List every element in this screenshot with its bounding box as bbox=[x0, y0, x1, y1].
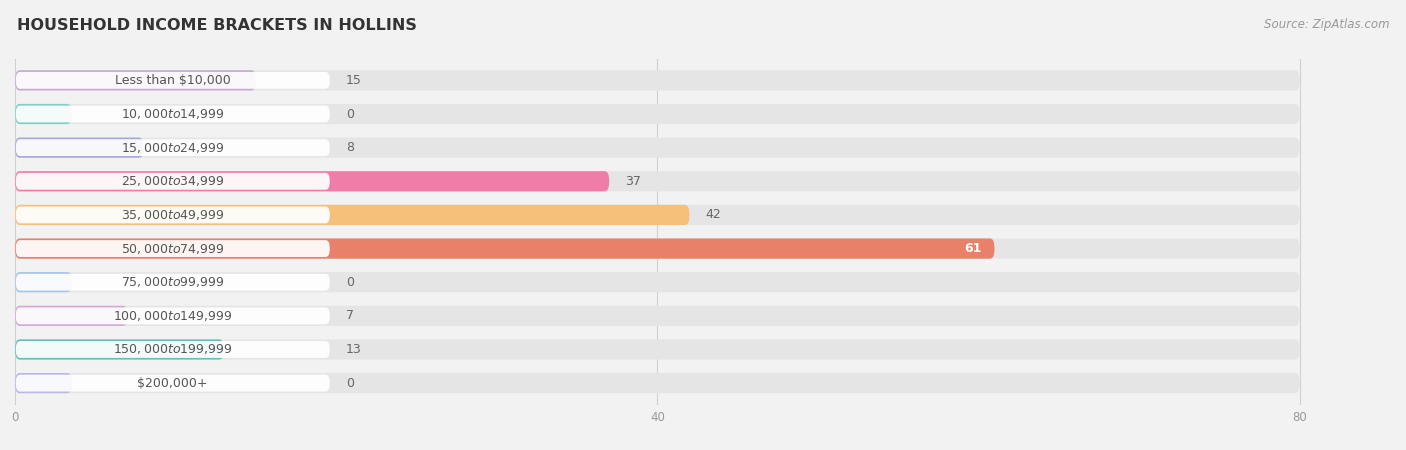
Text: Less than $10,000: Less than $10,000 bbox=[114, 74, 231, 87]
FancyBboxPatch shape bbox=[15, 341, 330, 358]
FancyBboxPatch shape bbox=[15, 139, 330, 156]
Text: 61: 61 bbox=[965, 242, 981, 255]
FancyBboxPatch shape bbox=[15, 274, 330, 291]
FancyBboxPatch shape bbox=[15, 307, 330, 324]
FancyBboxPatch shape bbox=[15, 272, 72, 292]
Text: 42: 42 bbox=[706, 208, 721, 221]
FancyBboxPatch shape bbox=[15, 375, 330, 392]
Text: $15,000 to $24,999: $15,000 to $24,999 bbox=[121, 141, 224, 155]
Text: $25,000 to $34,999: $25,000 to $34,999 bbox=[121, 174, 224, 188]
FancyBboxPatch shape bbox=[15, 339, 224, 360]
Text: $100,000 to $149,999: $100,000 to $149,999 bbox=[112, 309, 232, 323]
Text: $200,000+: $200,000+ bbox=[138, 377, 208, 390]
FancyBboxPatch shape bbox=[15, 104, 1299, 124]
FancyBboxPatch shape bbox=[15, 373, 72, 393]
FancyBboxPatch shape bbox=[15, 106, 330, 122]
Text: 0: 0 bbox=[346, 377, 354, 390]
FancyBboxPatch shape bbox=[15, 207, 330, 223]
Text: 15: 15 bbox=[346, 74, 361, 87]
FancyBboxPatch shape bbox=[15, 138, 1299, 158]
Text: 0: 0 bbox=[346, 108, 354, 121]
FancyBboxPatch shape bbox=[15, 171, 1299, 191]
FancyBboxPatch shape bbox=[15, 171, 609, 191]
FancyBboxPatch shape bbox=[15, 306, 1299, 326]
FancyBboxPatch shape bbox=[15, 70, 256, 90]
Text: 7: 7 bbox=[346, 309, 354, 322]
FancyBboxPatch shape bbox=[15, 205, 1299, 225]
FancyBboxPatch shape bbox=[15, 238, 994, 259]
FancyBboxPatch shape bbox=[15, 240, 330, 257]
FancyBboxPatch shape bbox=[15, 104, 72, 124]
Text: 37: 37 bbox=[626, 175, 641, 188]
Text: 0: 0 bbox=[346, 276, 354, 289]
FancyBboxPatch shape bbox=[15, 373, 1299, 393]
FancyBboxPatch shape bbox=[15, 339, 1299, 360]
Text: $50,000 to $74,999: $50,000 to $74,999 bbox=[121, 242, 224, 256]
Text: Source: ZipAtlas.com: Source: ZipAtlas.com bbox=[1264, 18, 1389, 31]
Text: 13: 13 bbox=[346, 343, 361, 356]
Text: 8: 8 bbox=[346, 141, 354, 154]
Text: HOUSEHOLD INCOME BRACKETS IN HOLLINS: HOUSEHOLD INCOME BRACKETS IN HOLLINS bbox=[17, 18, 416, 33]
Text: $35,000 to $49,999: $35,000 to $49,999 bbox=[121, 208, 224, 222]
Text: $150,000 to $199,999: $150,000 to $199,999 bbox=[112, 342, 232, 356]
FancyBboxPatch shape bbox=[15, 205, 689, 225]
FancyBboxPatch shape bbox=[15, 306, 128, 326]
FancyBboxPatch shape bbox=[15, 238, 1299, 259]
FancyBboxPatch shape bbox=[15, 173, 330, 190]
Text: $10,000 to $14,999: $10,000 to $14,999 bbox=[121, 107, 224, 121]
Text: $75,000 to $99,999: $75,000 to $99,999 bbox=[121, 275, 224, 289]
FancyBboxPatch shape bbox=[15, 72, 330, 89]
FancyBboxPatch shape bbox=[15, 138, 143, 158]
FancyBboxPatch shape bbox=[15, 272, 1299, 292]
FancyBboxPatch shape bbox=[15, 70, 1299, 90]
